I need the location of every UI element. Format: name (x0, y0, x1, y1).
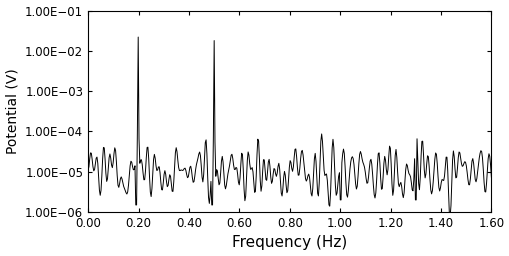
Y-axis label: Potential (V): Potential (V) (6, 68, 19, 154)
X-axis label: Frequency (Hz): Frequency (Hz) (232, 236, 347, 250)
